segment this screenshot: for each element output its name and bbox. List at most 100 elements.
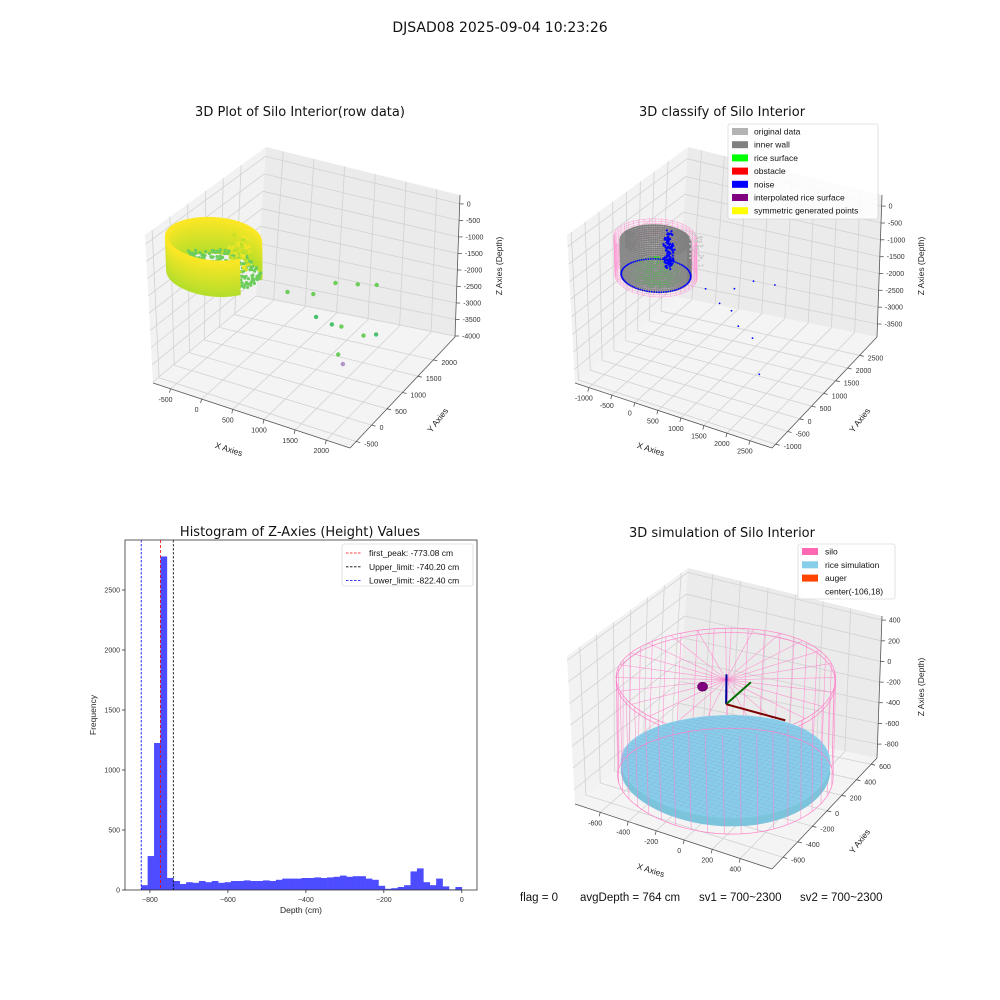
inner-wall-point (684, 269, 687, 272)
noise-point (683, 265, 686, 268)
inner-wall-point (645, 271, 649, 274)
inner-wall-point (647, 265, 650, 268)
noise-point (655, 291, 658, 293)
wall-point (197, 284, 201, 288)
inner-wall-point (647, 236, 650, 240)
z-tick-label: -2000 (886, 271, 904, 278)
wall-point (211, 228, 215, 233)
inner-wall-point (642, 241, 645, 244)
wall-point (221, 277, 225, 281)
inner-wall-point (645, 239, 648, 242)
inner-wall-point (640, 265, 643, 269)
inner-wall-point (661, 254, 664, 257)
obstacle-point (247, 262, 251, 267)
inner-wall-point (640, 272, 644, 275)
noise-point (669, 290, 672, 292)
wall-point (206, 219, 210, 223)
wall-point (213, 231, 217, 235)
wall-point (228, 269, 232, 273)
noise-point (657, 258, 659, 260)
noise-point (684, 266, 687, 269)
wall-point (213, 265, 217, 269)
grid-line (649, 320, 848, 369)
wall-point (216, 246, 220, 250)
inner-wall-point (665, 278, 669, 281)
inner-wall-point (684, 259, 687, 262)
wall-point (216, 272, 220, 276)
wall-point (225, 228, 229, 232)
wall-point (199, 246, 203, 250)
outlier-point (285, 289, 290, 295)
z-tick-label: -2500 (464, 284, 482, 291)
inner-wall-point (641, 233, 645, 236)
surface-point (244, 280, 249, 285)
inner-wall-point (654, 251, 657, 254)
inner-wall-point (643, 245, 646, 248)
y-tick-label: -1000 (784, 444, 802, 451)
wall-point (228, 281, 232, 285)
wall-point (237, 272, 241, 277)
obstacle-point (245, 236, 250, 241)
wall-point (210, 262, 215, 266)
surface-point (213, 250, 217, 254)
inner-wall-point (641, 226, 645, 230)
wall-point (208, 274, 213, 278)
inner-wall-point (653, 278, 656, 281)
noise-point (640, 259, 643, 261)
noise-point (662, 243, 665, 246)
noise-point (677, 288, 680, 290)
surface-point (218, 250, 222, 254)
inner-wall-point (645, 234, 648, 238)
inner-wall-point (648, 286, 651, 289)
surface-point (218, 248, 222, 252)
inner-wall-point (644, 277, 647, 280)
wall-point (197, 281, 201, 285)
noise-point (680, 263, 683, 266)
surface-point (219, 257, 223, 261)
inner-wall-point (649, 251, 652, 254)
obstacle-point (244, 246, 248, 250)
noise-point (669, 252, 672, 255)
inner-wall-point (652, 236, 655, 239)
grid-line (234, 314, 434, 361)
inner-wall-point (658, 236, 661, 240)
inner-wall-point (658, 230, 661, 233)
inner-wall-point (642, 255, 645, 258)
plot-title: 3D Plot of Silo Interior(row data) (195, 105, 405, 120)
x-tick-mark (679, 417, 682, 422)
inner-wall-point (652, 253, 655, 256)
inner-wall-point (649, 249, 652, 252)
inner-wall-point (658, 232, 661, 235)
noise-point (645, 258, 647, 261)
inner-wall-point (665, 273, 669, 276)
inner-wall-point (656, 274, 660, 277)
wall-point (213, 243, 217, 247)
wall-point (201, 216, 205, 221)
surface-point (188, 251, 192, 255)
inner-wall-point (651, 274, 654, 277)
inner-wall-point (658, 226, 661, 229)
wall-point (196, 260, 200, 264)
wall-point (196, 224, 200, 228)
grid-line (637, 330, 836, 382)
inner-wall-point (663, 252, 666, 255)
grid-line (336, 166, 345, 314)
inner-wall-point (660, 274, 663, 277)
wall-point (221, 286, 225, 290)
noise-point (626, 264, 628, 267)
point-cloud (164, 216, 379, 367)
inner-wall-point (651, 286, 654, 289)
wall-point (223, 267, 227, 271)
inner-wall-point (658, 276, 662, 279)
inner-wall-point (650, 224, 653, 227)
wall-point (226, 293, 230, 297)
inner-wall-point (657, 284, 660, 287)
wall-point (216, 217, 220, 221)
inner-wall-point (649, 245, 652, 248)
wall-point (211, 221, 215, 225)
wall-point (214, 279, 218, 283)
noise-point (638, 259, 641, 262)
inner-wall-point (684, 280, 687, 283)
inner-wall-point (657, 280, 660, 283)
wall-point (211, 279, 215, 283)
